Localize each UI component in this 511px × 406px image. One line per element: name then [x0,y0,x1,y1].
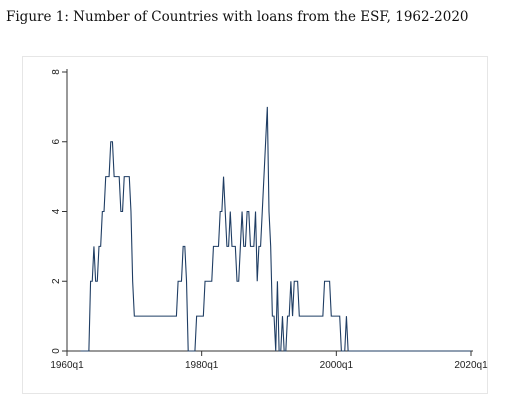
figure-caption: Figure 1: Number of Countries with loans… [6,9,469,25]
x-tick-label: 1980q1 [185,360,219,371]
y-tick-label: 4 [51,208,62,214]
y-tick-label: 0 [51,348,62,354]
x-tick-label: 1960q1 [50,360,84,371]
series-line [80,106,471,352]
x-tick-label: 2000q1 [320,360,354,371]
y-tick-label: 8 [51,69,62,75]
y-tick-label: 6 [51,139,62,145]
x-tick-label: 2020q1 [454,360,488,371]
y-tick-label: 2 [51,278,62,284]
